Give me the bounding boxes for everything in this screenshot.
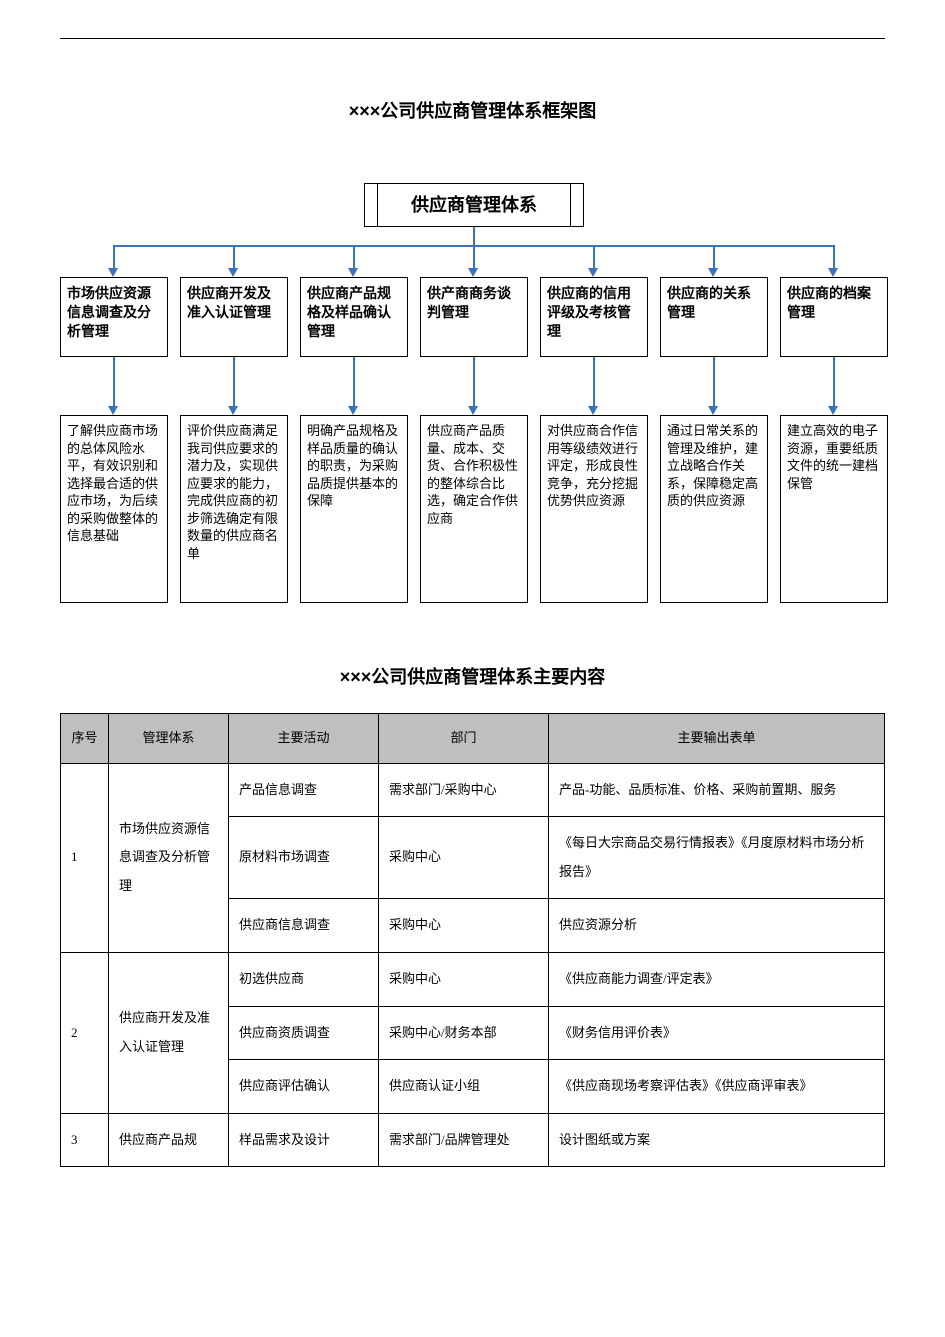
leaf-node-3: 供应商产品质量、成本、交货、合作积极性的整体综合比选，确定合作供应商	[420, 415, 528, 603]
col-output: 主要输出表单	[549, 714, 885, 764]
arrow-icon	[228, 268, 238, 277]
col-seq: 序号	[61, 714, 109, 764]
connector	[833, 357, 835, 407]
leaf-node-1: 评价供应商满足我司供应要求的潜力及，实现供应要求的能力，完成供应商的初步筛选确定…	[180, 415, 288, 603]
mid-node-0: 市场供应资源信息调查及分析管理	[60, 277, 168, 357]
top-rule	[60, 38, 885, 39]
cell-dept: 采购中心/财务本部	[379, 1006, 549, 1060]
arrow-icon	[468, 406, 478, 415]
connector	[233, 245, 235, 269]
arrow-icon	[708, 268, 718, 277]
cell-output: 《供应商能力调查/评定表》	[549, 952, 885, 1006]
connector	[233, 357, 235, 407]
arrow-icon	[588, 268, 598, 277]
arrow-icon	[708, 406, 718, 415]
cell-output: 《财务信用评价表》	[549, 1006, 885, 1060]
cell-output: 设计图纸或方案	[549, 1113, 885, 1167]
connector	[713, 357, 715, 407]
cell-output: 产品-功能、品质标准、价格、采购前置期、服务	[549, 763, 885, 817]
arrow-icon	[228, 406, 238, 415]
leaf-node-4: 对供应商合作信用等级绩效进行评定，形成良性竞争，充分挖掘优势供应资源	[540, 415, 648, 603]
cell-activity: 样品需求及设计	[229, 1113, 379, 1167]
org-chart: 供应商管理体系 市场供应资源信息调查及分析管理 了解供应商市场的总体风险水平，有…	[60, 183, 890, 603]
connector	[713, 245, 715, 269]
cell-dept: 采购中心	[379, 817, 549, 899]
table-row: 2 供应商开发及准入认证管理 初选供应商 采购中心 《供应商能力调查/评定表》	[61, 952, 885, 1006]
arrow-icon	[348, 406, 358, 415]
mid-node-6: 供应商的档案管理	[780, 277, 888, 357]
cell-activity: 供应商资质调查	[229, 1006, 379, 1060]
cell-activity: 供应商评估确认	[229, 1060, 379, 1114]
connector	[353, 357, 355, 407]
arrow-icon	[108, 268, 118, 277]
connector	[833, 245, 835, 269]
connector	[473, 245, 475, 269]
cell-seq: 3	[61, 1113, 109, 1167]
cell-dept: 需求部门/采购中心	[379, 763, 549, 817]
cell-output: 《每日大宗商品交易行情报表》《月度原材料市场分析报告》	[549, 817, 885, 899]
cell-activity: 产品信息调查	[229, 763, 379, 817]
diagram-title: ×××公司供应商管理体系框架图	[60, 97, 885, 123]
mid-node-4: 供应商的信用评级及考核管理	[540, 277, 648, 357]
table-title: ×××公司供应商管理体系主要内容	[60, 663, 885, 689]
connector	[593, 245, 595, 269]
cell-activity: 原材料市场调查	[229, 817, 379, 899]
connector	[113, 245, 115, 269]
arrow-icon	[588, 406, 598, 415]
cell-dept: 供应商认证小组	[379, 1060, 549, 1114]
cell-dept: 采购中心	[379, 952, 549, 1006]
mid-node-3: 供产商商务谈判管理	[420, 277, 528, 357]
mid-node-2: 供应商产品规格及样品确认管理	[300, 277, 408, 357]
arrow-icon	[348, 268, 358, 277]
connector	[473, 227, 475, 245]
table-body: 1 市场供应资源信息调查及分析管理 产品信息调查 需求部门/采购中心 产品-功能…	[61, 763, 885, 1167]
cell-seq: 2	[61, 952, 109, 1113]
page: ×××公司供应商管理体系框架图 供应商管理体系 市场供应资源信息调查及分析管理 …	[0, 0, 945, 1207]
cell-system: 市场供应资源信息调查及分析管理	[109, 763, 229, 952]
cell-seq: 1	[61, 763, 109, 952]
cell-activity: 初选供应商	[229, 952, 379, 1006]
table-row: 1 市场供应资源信息调查及分析管理 产品信息调查 需求部门/采购中心 产品-功能…	[61, 763, 885, 817]
col-dept: 部门	[379, 714, 549, 764]
connector	[353, 245, 355, 269]
arrow-icon	[108, 406, 118, 415]
leaf-node-6: 建立高效的电子资源，重要纸质文件的统一建档保管	[780, 415, 888, 603]
cell-activity: 供应商信息调查	[229, 899, 379, 953]
cell-output: 《供应商现场考察评估表》《供应商评审表》	[549, 1060, 885, 1114]
connector	[593, 357, 595, 407]
col-activity: 主要活动	[229, 714, 379, 764]
connector	[473, 357, 475, 407]
cell-dept: 需求部门/品牌管理处	[379, 1113, 549, 1167]
leaf-node-5: 通过日常关系的管理及维护，建立战略合作关系，保障稳定高质的供应资源	[660, 415, 768, 603]
cell-system: 供应商产品规	[109, 1113, 229, 1167]
root-node-label: 供应商管理体系	[377, 184, 571, 226]
arrow-icon	[468, 268, 478, 277]
arrow-icon	[828, 268, 838, 277]
table-header-row: 序号 管理体系 主要活动 部门 主要输出表单	[61, 714, 885, 764]
mid-node-1: 供应商开发及准入认证管理	[180, 277, 288, 357]
cell-output: 供应资源分析	[549, 899, 885, 953]
table-header: 序号 管理体系 主要活动 部门 主要输出表单	[61, 714, 885, 764]
mid-node-5: 供应商的关系管理	[660, 277, 768, 357]
cell-dept: 采购中心	[379, 899, 549, 953]
content-table: 序号 管理体系 主要活动 部门 主要输出表单 1 市场供应资源信息调查及分析管理…	[60, 713, 885, 1167]
root-node: 供应商管理体系	[364, 183, 584, 227]
leaf-node-0: 了解供应商市场的总体风险水平，有效识别和选择最合适的供应市场，为后续的采购做整体…	[60, 415, 168, 603]
table-row: 3 供应商产品规 样品需求及设计 需求部门/品牌管理处 设计图纸或方案	[61, 1113, 885, 1167]
col-system: 管理体系	[109, 714, 229, 764]
cell-system: 供应商开发及准入认证管理	[109, 952, 229, 1113]
arrow-icon	[828, 406, 838, 415]
leaf-node-2: 明确产品规格及样品质量的确认的职责，为采购品质提供基本的保障	[300, 415, 408, 603]
connector	[113, 357, 115, 407]
